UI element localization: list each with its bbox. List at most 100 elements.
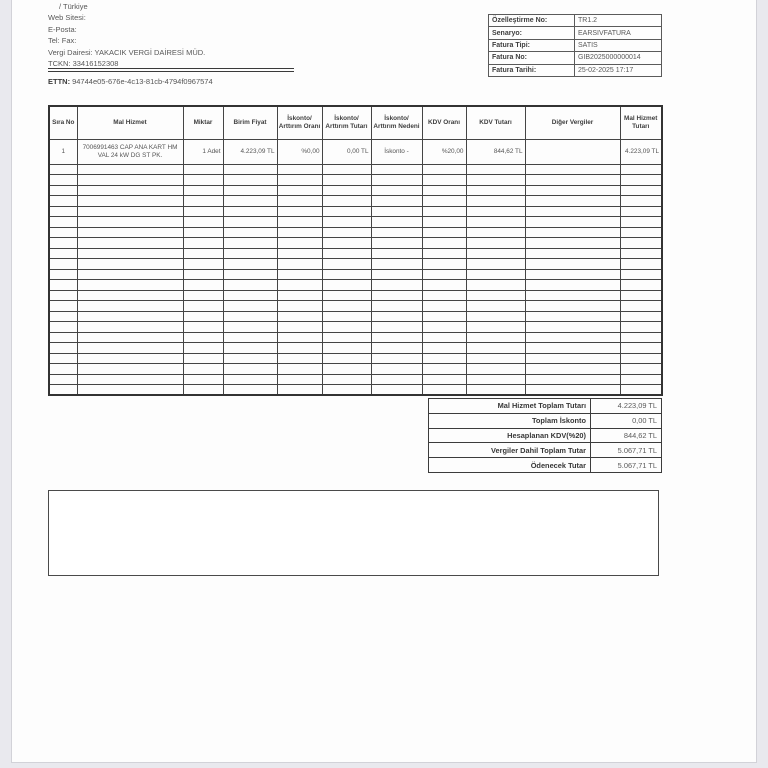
empty-item-cell (321, 205, 372, 217)
empty-item-cell (524, 174, 621, 186)
empty-item-cell (276, 195, 323, 207)
empty-item-cell (321, 163, 372, 175)
empty-item-cell (76, 300, 184, 312)
empty-item-cell (465, 321, 526, 333)
totals-value: 0,00 TL (590, 412, 662, 429)
empty-item-cell (465, 195, 526, 207)
empty-item-cell (222, 268, 278, 280)
empty-item-cell (48, 279, 78, 291)
totals-row: Ödenecek Tutar 5.067,71 TL (428, 457, 662, 473)
empty-item-cell (222, 373, 278, 385)
invoice-info-row: Senaryo: EARSIVFATURA (488, 26, 662, 40)
empty-item-cell (48, 363, 78, 375)
empty-item-cell (76, 174, 184, 186)
empty-item-cell (222, 195, 278, 207)
ettn-label: ETTN: (48, 77, 71, 86)
empty-item-cell (465, 163, 526, 175)
empty-item-cell (421, 352, 467, 364)
totals-label: Ödenecek Tutar (428, 457, 591, 473)
empty-item-row (48, 195, 663, 207)
empty-item-cell (321, 310, 372, 322)
totals-label: Mal Hizmet Toplam Tutarı (428, 398, 591, 414)
empty-item-cell (421, 384, 467, 396)
empty-item-cell (222, 289, 278, 301)
empty-item-cell (619, 174, 663, 186)
item-cell: 4.223,09 TL (619, 138, 663, 165)
empty-item-row (48, 300, 663, 312)
empty-item-cell (370, 310, 423, 322)
empty-item-cell (524, 384, 621, 396)
empty-item-cell (222, 352, 278, 364)
empty-item-row (48, 268, 663, 280)
empty-item-cell (321, 352, 372, 364)
empty-item-cell (48, 300, 78, 312)
empty-item-cell (421, 363, 467, 375)
empty-item-cell (182, 216, 224, 228)
empty-item-cell (76, 226, 184, 238)
empty-item-cell (421, 300, 467, 312)
empty-item-cell (48, 174, 78, 186)
items-header-row: Sıra No Mal Hizmet Miktar Birim Fiyat İskont… (48, 105, 663, 140)
empty-item-cell (182, 237, 224, 249)
empty-item-cell (524, 184, 621, 196)
empty-item-cell (524, 258, 621, 270)
empty-item-cell (182, 352, 224, 364)
empty-item-cell (48, 237, 78, 249)
empty-item-cell (619, 373, 663, 385)
empty-item-cell (276, 174, 323, 186)
empty-item-cell (76, 184, 184, 196)
item-cell: 1 (48, 138, 78, 165)
empty-item-cell (421, 184, 467, 196)
empty-item-cell (222, 216, 278, 228)
empty-item-cell (222, 237, 278, 249)
empty-item-row (48, 184, 663, 196)
empty-item-cell (465, 205, 526, 217)
item-cell: İskonto - (370, 138, 423, 165)
empty-item-cell (465, 342, 526, 354)
empty-item-cell (370, 352, 423, 364)
empty-item-cell (276, 268, 323, 280)
totals-table: Mal Hizmet Toplam Tutarı 4.223,09 TL Topla… (428, 398, 662, 473)
empty-item-cell (465, 331, 526, 343)
items-header-cell: Sıra No (48, 105, 78, 140)
items-header-cell: İskonto/ Arttırım Tutarı (321, 105, 372, 140)
empty-item-cell (421, 373, 467, 385)
empty-item-cell (276, 331, 323, 343)
empty-item-cell (619, 310, 663, 322)
empty-item-cell (48, 342, 78, 354)
totals-row: Vergiler Dahil Toplam Tutar 5.067,71 TL (428, 442, 662, 459)
empty-item-cell (321, 226, 372, 238)
empty-item-cell (370, 300, 423, 312)
empty-item-cell (421, 195, 467, 207)
empty-item-row (48, 205, 663, 217)
items-header-cell: İskonto/ Arttırım Nedeni (370, 105, 423, 140)
empty-item-cell (619, 363, 663, 375)
empty-item-cell (76, 195, 184, 207)
empty-item-cell (321, 342, 372, 354)
empty-item-cell (182, 226, 224, 238)
empty-item-cell (276, 163, 323, 175)
empty-item-cell (465, 174, 526, 186)
empty-item-cell (421, 342, 467, 354)
empty-item-cell (76, 216, 184, 228)
empty-item-cell (524, 163, 621, 175)
seller-info-block: / Türkiye Web Sitesi: E-Posta: Tel: Fax:… (48, 1, 205, 69)
empty-item-cell (524, 279, 621, 291)
invoice-info-label: Fatura Tarihi: (488, 63, 575, 77)
empty-item-cell (370, 205, 423, 217)
empty-item-cell (182, 331, 224, 343)
empty-item-cell (370, 268, 423, 280)
invoice-info-label: Fatura Tipi: (488, 38, 575, 53)
empty-item-cell (76, 310, 184, 322)
empty-item-cell (421, 216, 467, 228)
empty-item-cell (465, 258, 526, 270)
empty-item-row (48, 226, 663, 238)
empty-item-cell (276, 258, 323, 270)
empty-item-cell (465, 384, 526, 396)
empty-item-cell (524, 352, 621, 364)
empty-item-cell (370, 321, 423, 333)
totals-block: Mal Hizmet Toplam Tutarı 4.223,09 TL Topla… (428, 398, 662, 473)
empty-item-cell (222, 300, 278, 312)
empty-item-cell (276, 289, 323, 301)
